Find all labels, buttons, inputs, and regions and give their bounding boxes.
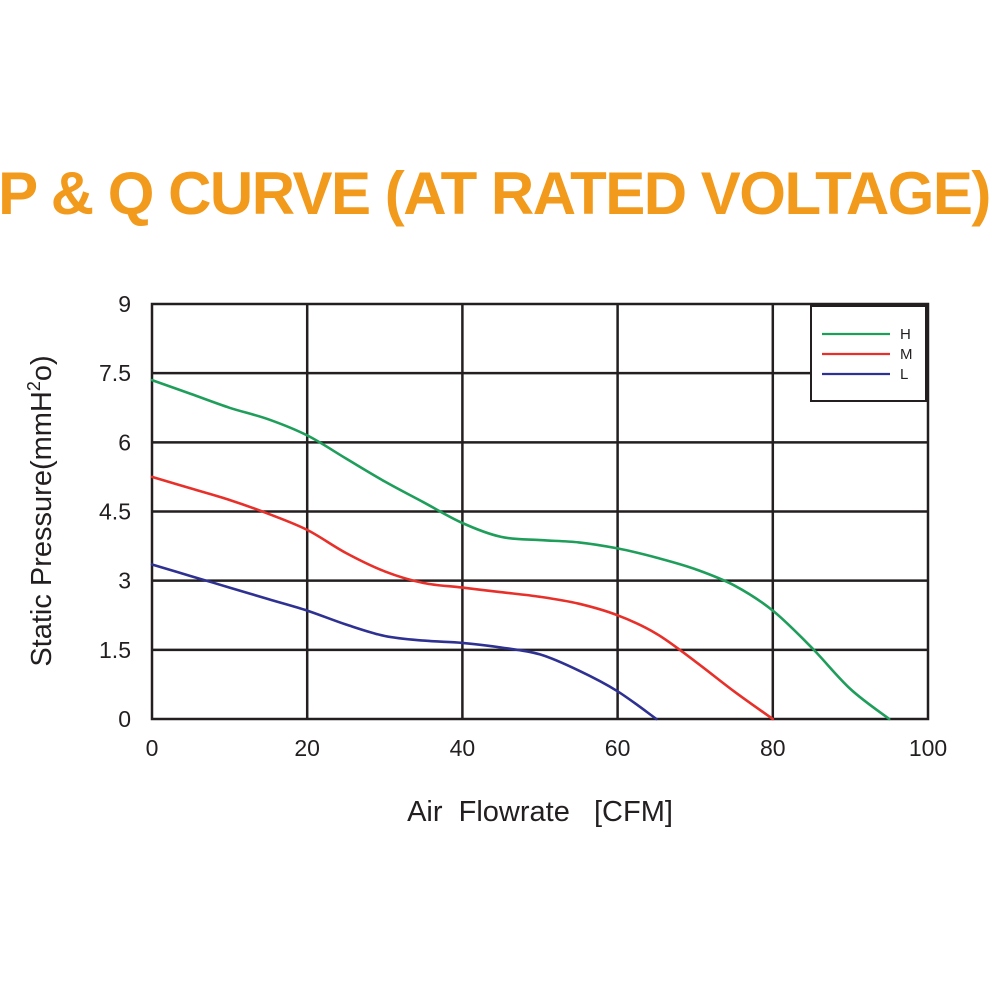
y-tick-label: 6 — [118, 429, 131, 455]
legend-label-h: H — [900, 326, 911, 343]
y-tick-label: 4.5 — [99, 499, 131, 525]
x-tick-label: 20 — [294, 735, 320, 761]
y-tick-label: 7.5 — [99, 360, 131, 386]
y-axis-label-tail: o) — [26, 355, 58, 381]
grid-layer — [150, 302, 930, 721]
y-tick-label: 9 — [118, 291, 131, 317]
x-tick-label: 80 — [760, 735, 786, 761]
series-line-l — [150, 563, 658, 721]
series-line-m — [150, 475, 775, 721]
y-axis-label: Static Pressure(mmH2o) — [24, 355, 58, 666]
legend-label-l: L — [900, 366, 908, 383]
y-tick-label: 3 — [118, 568, 131, 594]
legend-label-m: M — [900, 346, 913, 363]
y-axis-label-main: Static Pressure(mmH — [26, 391, 58, 667]
legend: HML — [810, 305, 927, 402]
y-tick-label: 1.5 — [99, 637, 131, 663]
tick-layer: 0 1.5 3 4.5 6 7.5 9 0 20 40 60 80 100 — [99, 291, 947, 761]
y-axis-label-superscript: 2 — [24, 381, 44, 391]
x-tick-label: 40 — [450, 735, 476, 761]
chart-title: P & Q CURVE (AT RATED VOLTAGE) — [0, 160, 990, 227]
y-tick-label: 0 — [118, 706, 131, 732]
x-tick-label: 60 — [605, 735, 631, 761]
x-tick-label: 100 — [909, 735, 947, 761]
series-line-h — [150, 378, 891, 721]
series-layer — [150, 378, 891, 721]
x-axis-label: Air Flowrate [CFM] — [407, 796, 673, 828]
x-tick-label: 0 — [146, 735, 159, 761]
